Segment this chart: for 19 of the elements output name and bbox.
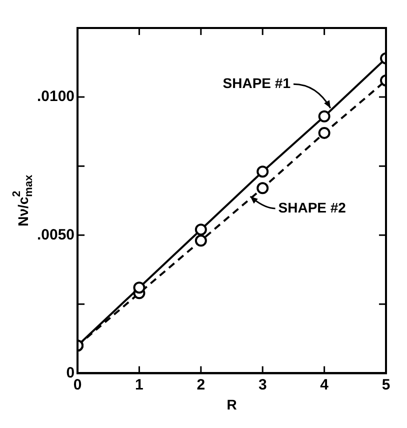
x-tick-label: 3 (258, 376, 267, 394)
point (133, 282, 146, 294)
annotation: SHAPE #1 (222, 74, 291, 91)
point (318, 110, 330, 122)
x-tick-label: 1 (135, 376, 144, 394)
point (256, 166, 269, 178)
x-axis-title: R (226, 396, 237, 412)
x-tick-label: 4 (320, 376, 330, 394)
y-tick-label: 0 (66, 364, 75, 382)
point (194, 234, 207, 247)
point (318, 126, 330, 139)
y-tick-label: .0100 (36, 88, 75, 106)
y-tick-label: .0050 (36, 226, 75, 244)
point (256, 182, 269, 194)
x-tick-label: 2 (196, 376, 206, 394)
y-axis-title: Nν/c2max (11, 174, 36, 226)
x-tick-label: 5 (382, 376, 390, 394)
point (194, 224, 207, 236)
annotation: SHAPE #2 (278, 199, 346, 216)
